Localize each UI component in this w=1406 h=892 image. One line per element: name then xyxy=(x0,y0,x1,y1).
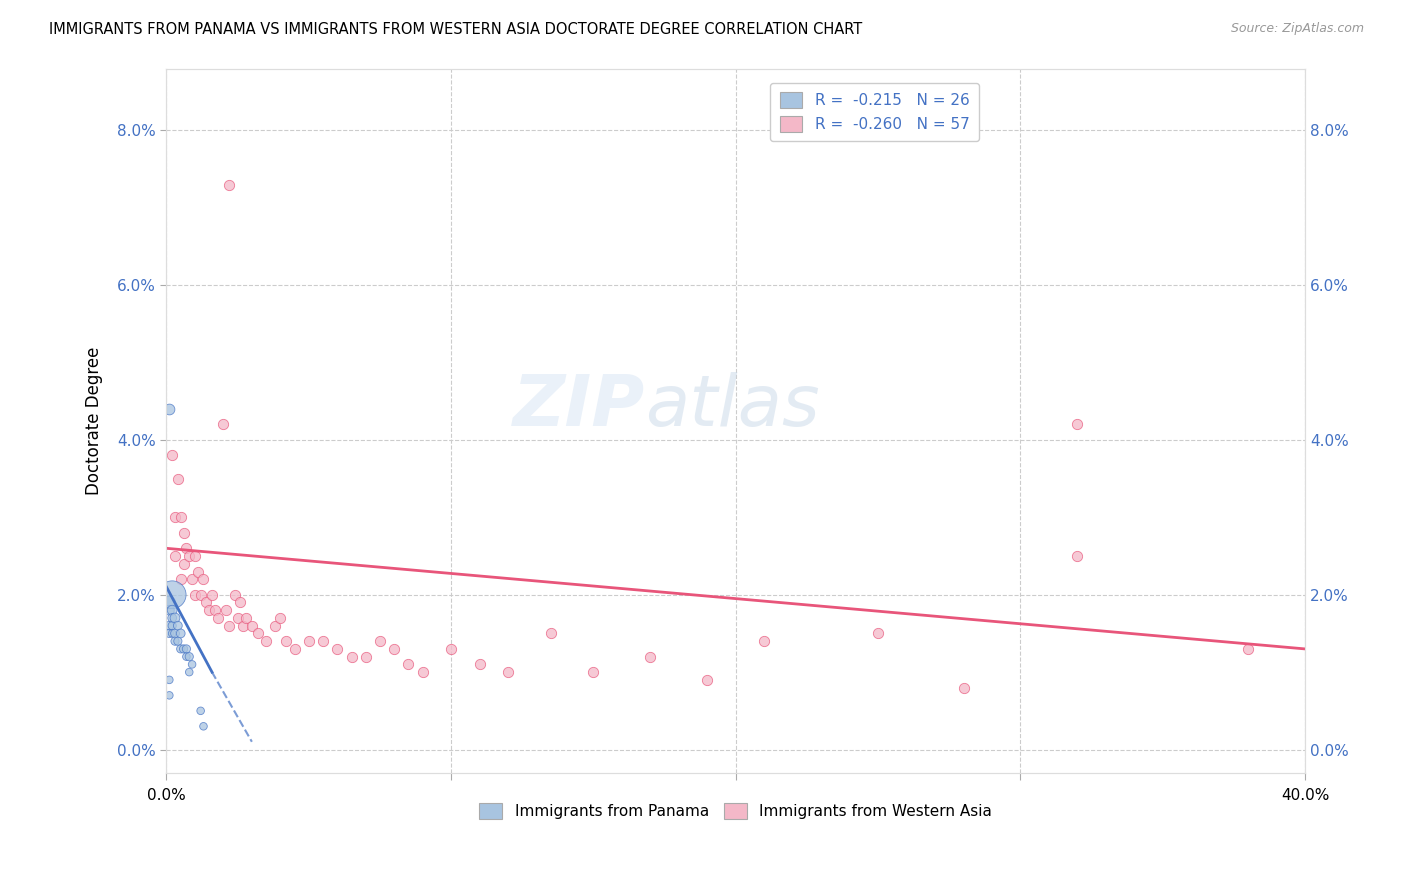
Point xyxy=(190,704,212,718)
Point xyxy=(195,595,218,609)
Point xyxy=(218,178,240,192)
Point xyxy=(179,665,201,680)
Point xyxy=(696,673,718,687)
Point xyxy=(160,588,183,602)
Point xyxy=(274,634,297,648)
Point xyxy=(201,588,224,602)
Point xyxy=(754,634,776,648)
Point xyxy=(246,626,269,640)
Point xyxy=(952,681,974,695)
Point xyxy=(198,603,221,617)
Point xyxy=(157,618,180,632)
Point xyxy=(204,603,226,617)
Point xyxy=(229,595,252,609)
Point xyxy=(160,611,183,625)
Point xyxy=(368,634,391,648)
Point xyxy=(167,634,190,648)
Point xyxy=(170,572,193,586)
Point xyxy=(167,618,190,632)
Point xyxy=(284,641,307,656)
Text: 0.0%: 0.0% xyxy=(148,789,186,804)
Point xyxy=(232,618,254,632)
Text: ZIP: ZIP xyxy=(512,372,645,441)
Point xyxy=(382,641,405,656)
Point xyxy=(218,618,240,632)
Point xyxy=(170,510,193,524)
Point xyxy=(212,417,235,432)
Point xyxy=(176,641,198,656)
Point xyxy=(184,549,207,563)
Point xyxy=(235,611,257,625)
Point xyxy=(157,402,180,417)
Y-axis label: Doctorate Degree: Doctorate Degree xyxy=(86,346,103,495)
Point xyxy=(193,572,215,586)
Point xyxy=(340,649,363,664)
Point xyxy=(173,557,195,571)
Point xyxy=(157,603,180,617)
Point xyxy=(163,510,186,524)
Point xyxy=(354,649,377,664)
Point xyxy=(163,549,186,563)
Point xyxy=(157,673,180,687)
Point xyxy=(540,626,562,640)
Point xyxy=(1066,417,1088,432)
Point xyxy=(269,611,291,625)
Point xyxy=(193,719,215,733)
Point xyxy=(157,689,180,703)
Point xyxy=(173,525,195,540)
Text: IMMIGRANTS FROM PANAMA VS IMMIGRANTS FROM WESTERN ASIA DOCTORATE DEGREE CORRELAT: IMMIGRANTS FROM PANAMA VS IMMIGRANTS FRO… xyxy=(49,22,862,37)
Point xyxy=(496,665,519,680)
Point xyxy=(163,611,186,625)
Point xyxy=(582,665,605,680)
Point xyxy=(167,472,190,486)
Point xyxy=(298,634,321,648)
Point xyxy=(163,634,186,648)
Point xyxy=(181,657,204,672)
Point xyxy=(190,588,212,602)
Legend: Immigrants from Panama, Immigrants from Western Asia: Immigrants from Panama, Immigrants from … xyxy=(474,797,998,825)
Point xyxy=(157,595,180,609)
Point xyxy=(468,657,491,672)
Point xyxy=(170,641,193,656)
Point xyxy=(312,634,335,648)
Point xyxy=(173,641,195,656)
Text: 40.0%: 40.0% xyxy=(1281,789,1329,804)
Point xyxy=(181,572,204,586)
Point xyxy=(254,634,277,648)
Point xyxy=(640,649,662,664)
Point xyxy=(160,618,183,632)
Point xyxy=(226,611,249,625)
Point xyxy=(176,649,198,664)
Point xyxy=(179,549,201,563)
Point xyxy=(179,649,201,664)
Text: Source: ZipAtlas.com: Source: ZipAtlas.com xyxy=(1230,22,1364,36)
Point xyxy=(207,611,229,625)
Point xyxy=(160,603,183,617)
Text: atlas: atlas xyxy=(645,372,820,441)
Point xyxy=(868,626,890,640)
Point xyxy=(215,603,238,617)
Point xyxy=(412,665,434,680)
Point xyxy=(157,626,180,640)
Point xyxy=(1066,549,1088,563)
Point xyxy=(396,657,419,672)
Point xyxy=(224,588,246,602)
Point xyxy=(184,588,207,602)
Point xyxy=(240,618,263,632)
Point xyxy=(160,449,183,463)
Point xyxy=(176,541,198,556)
Point xyxy=(170,626,193,640)
Point xyxy=(263,618,285,632)
Point xyxy=(440,641,463,656)
Point xyxy=(160,626,183,640)
Point xyxy=(1237,641,1260,656)
Point xyxy=(163,626,186,640)
Point xyxy=(326,641,349,656)
Point xyxy=(187,565,209,579)
